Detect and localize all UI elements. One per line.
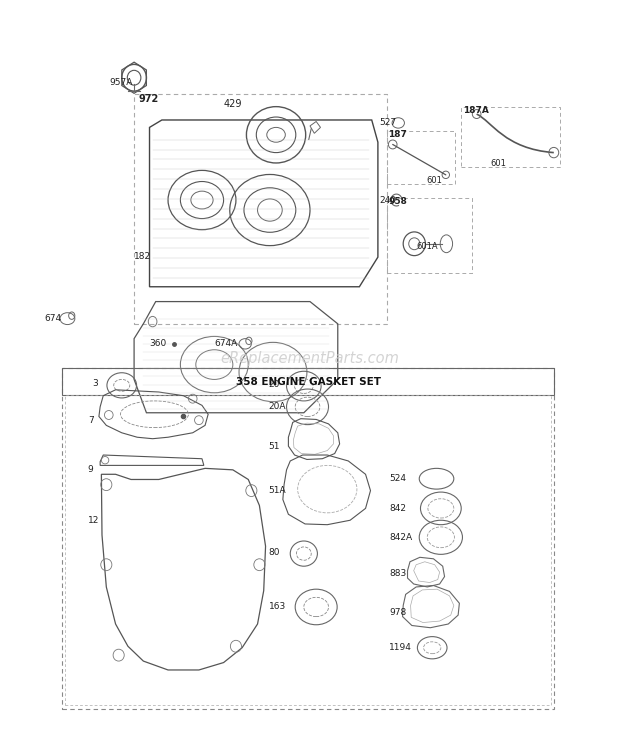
Text: eReplacementParts.com: eReplacementParts.com (221, 351, 399, 366)
Text: 51A: 51A (268, 486, 286, 495)
Bar (386, 131, 455, 184)
Text: 1194: 1194 (389, 644, 412, 652)
Text: 958: 958 (388, 197, 407, 206)
Text: 883: 883 (389, 569, 406, 578)
Text: 80: 80 (268, 548, 280, 557)
Text: 12: 12 (88, 516, 99, 525)
Text: 972: 972 (138, 94, 159, 104)
Bar (461, 106, 560, 167)
Bar (62, 368, 554, 708)
Text: 182: 182 (134, 252, 151, 261)
Bar (65, 395, 551, 705)
Text: 9: 9 (88, 465, 94, 475)
Text: 601: 601 (491, 159, 507, 168)
Bar (62, 368, 554, 395)
Text: 601A: 601A (416, 243, 438, 251)
Text: 842A: 842A (389, 533, 412, 542)
Text: 429: 429 (224, 99, 242, 109)
Text: 240: 240 (379, 196, 397, 205)
Text: 601: 601 (427, 176, 443, 185)
Text: 674A: 674A (215, 339, 237, 348)
Text: 360: 360 (149, 339, 167, 348)
Text: 51: 51 (268, 442, 280, 451)
Text: 957A: 957A (109, 78, 133, 88)
Text: 7: 7 (88, 416, 94, 425)
Text: 524: 524 (389, 474, 406, 484)
Text: 3: 3 (93, 379, 99, 388)
Text: 20: 20 (268, 380, 280, 389)
Bar (386, 198, 472, 273)
Text: 674: 674 (45, 314, 62, 323)
Text: 187A: 187A (463, 106, 489, 115)
Text: 20A: 20A (268, 402, 286, 411)
Text: 978: 978 (389, 608, 406, 617)
Text: 187: 187 (388, 130, 407, 139)
Text: 358 ENGINE GASKET SET: 358 ENGINE GASKET SET (236, 376, 381, 387)
Text: 842: 842 (389, 504, 406, 513)
Bar (134, 94, 387, 324)
Text: 163: 163 (268, 603, 286, 612)
Text: 527: 527 (379, 118, 396, 127)
